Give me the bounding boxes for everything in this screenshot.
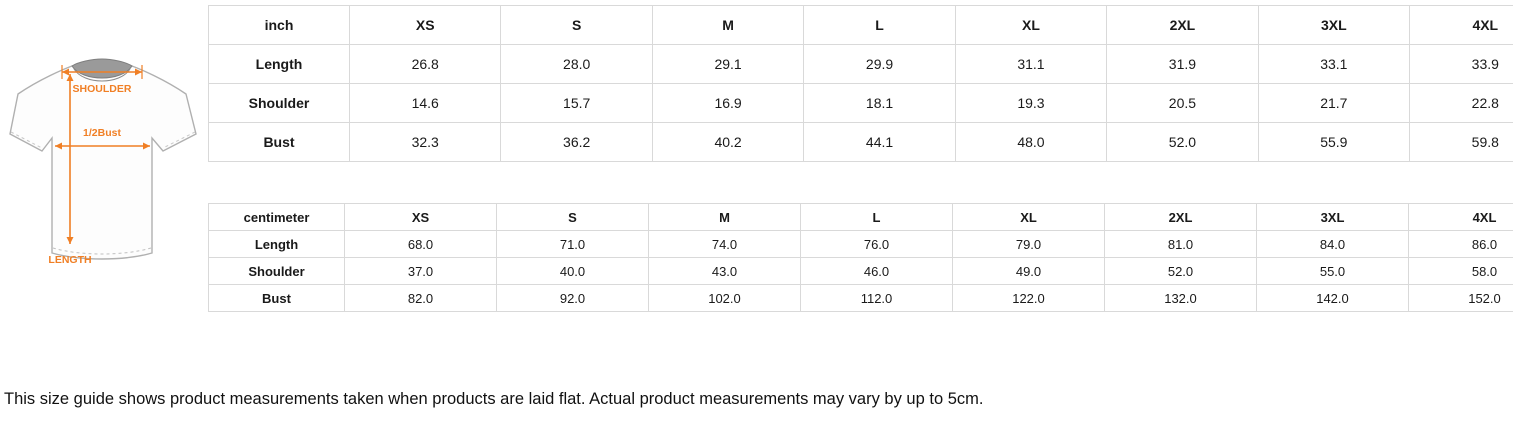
cell: 28.0 (500, 44, 653, 84)
column-header-2xl: 2XL (1106, 5, 1259, 45)
cell: 43.0 (648, 257, 801, 285)
cell: 55.0 (1256, 257, 1409, 285)
column-header-m: M (648, 203, 801, 231)
cell: 36.2 (500, 122, 653, 162)
row-label-shoulder: Shoulder (208, 257, 345, 285)
cell: 32.3 (348, 122, 502, 162)
cell: 15.7 (500, 83, 653, 123)
row-label-bust: Bust (208, 284, 345, 312)
column-header-3xl: 3XL (1256, 203, 1409, 231)
cell: 40.0 (496, 257, 649, 285)
cell: 21.7 (1257, 83, 1411, 123)
cell: 122.0 (952, 284, 1105, 312)
column-header-l: L (803, 5, 956, 45)
column-header-s: S (500, 5, 653, 45)
column-header-xl: XL (954, 5, 1108, 45)
inch-size-table: inch XS S M L XL 2XL 3XL 4XL 5XL Length … (208, 5, 1513, 162)
row-label-shoulder: Shoulder (208, 83, 350, 123)
table-row: Shoulder 14.6 15.7 16.9 18.1 19.3 20.5 2… (208, 83, 1513, 123)
cell: 16.9 (651, 83, 805, 123)
cell: 14.6 (348, 83, 502, 123)
cell: 74.0 (648, 230, 801, 258)
cell: 31.9 (1106, 44, 1259, 84)
column-header-l: L (800, 203, 953, 231)
cell: 22.8 (1409, 83, 1513, 123)
row-label-length: Length (208, 44, 350, 84)
cell: 46.0 (800, 257, 953, 285)
cell: 68.0 (344, 230, 497, 258)
cell: 71.0 (496, 230, 649, 258)
cell: 112.0 (800, 284, 953, 312)
cell: 44.1 (803, 122, 956, 162)
cell: 142.0 (1256, 284, 1409, 312)
cell: 19.3 (954, 83, 1108, 123)
cell: 58.0 (1408, 257, 1513, 285)
cell: 33.9 (1409, 44, 1513, 84)
table-header-row: inch XS S M L XL 2XL 3XL 4XL 5XL (208, 5, 1513, 45)
cell: 92.0 (496, 284, 649, 312)
row-label-length: Length (208, 230, 345, 258)
cell: 79.0 (952, 230, 1105, 258)
cell: 40.2 (651, 122, 805, 162)
cell: 81.0 (1104, 230, 1257, 258)
column-header-m: M (651, 5, 805, 45)
cell: 37.0 (344, 257, 497, 285)
size-guide-footnote: This size guide shows product measuremen… (4, 390, 984, 408)
cell: 102.0 (648, 284, 801, 312)
column-header-4xl: 4XL (1409, 5, 1513, 45)
column-header-xs: XS (344, 203, 497, 231)
table-row: Length 68.0 71.0 74.0 76.0 79.0 81.0 84.… (208, 230, 1513, 258)
shoulder-measure-arrow (61, 65, 143, 79)
cell: 86.0 (1408, 230, 1513, 258)
centimeter-size-table: centimeter XS S M L XL 2XL 3XL 4XL 5XL L… (208, 203, 1513, 312)
cell: 84.0 (1256, 230, 1409, 258)
cell: 59.8 (1409, 122, 1513, 162)
length-label: LENGTH (48, 254, 91, 266)
shoulder-label: SHOULDER (73, 83, 132, 95)
column-header-3xl: 3XL (1257, 5, 1411, 45)
cell: 76.0 (800, 230, 953, 258)
column-header-xl: XL (952, 203, 1105, 231)
table-row: Length 26.8 28.0 29.1 29.9 31.1 31.9 33.… (208, 44, 1513, 84)
table-header-row: centimeter XS S M L XL 2XL 3XL 4XL 5XL (208, 203, 1513, 231)
cell: 18.1 (803, 83, 956, 123)
half-bust-measure-arrow (55, 142, 150, 150)
row-label-bust: Bust (208, 122, 350, 162)
column-header-xs: XS (348, 5, 502, 45)
table-row: Bust 32.3 36.2 40.2 44.1 48.0 52.0 55.9 … (208, 122, 1513, 162)
cell: 152.0 (1408, 284, 1513, 312)
cell: 52.0 (1106, 122, 1259, 162)
table-row: Bust 82.0 92.0 102.0 112.0 122.0 132.0 1… (208, 284, 1513, 312)
cell: 31.1 (954, 44, 1108, 84)
inch-unit-label: inch (208, 5, 350, 45)
column-header-2xl: 2XL (1104, 203, 1257, 231)
cell: 49.0 (952, 257, 1105, 285)
t-shirt-outline (9, 58, 197, 260)
column-header-s: S (496, 203, 649, 231)
column-header-4xl: 4XL (1408, 203, 1513, 231)
half-bust-label: 1/2Bust (83, 127, 121, 139)
cell: 33.1 (1257, 44, 1411, 84)
t-shirt-measurement-diagram: SHOULDER 1/2Bust LENGTH (0, 48, 208, 278)
cell: 29.1 (651, 44, 805, 84)
cell: 55.9 (1257, 122, 1411, 162)
cell: 52.0 (1104, 257, 1257, 285)
length-measure-arrow (66, 74, 74, 244)
cell: 82.0 (344, 284, 497, 312)
cell: 26.8 (348, 44, 502, 84)
cell: 132.0 (1104, 284, 1257, 312)
table-row: Shoulder 37.0 40.0 43.0 46.0 49.0 52.0 5… (208, 257, 1513, 285)
cell: 48.0 (954, 122, 1108, 162)
cell: 20.5 (1106, 83, 1259, 123)
centimeter-unit-label: centimeter (208, 203, 345, 231)
cell: 29.9 (803, 44, 956, 84)
